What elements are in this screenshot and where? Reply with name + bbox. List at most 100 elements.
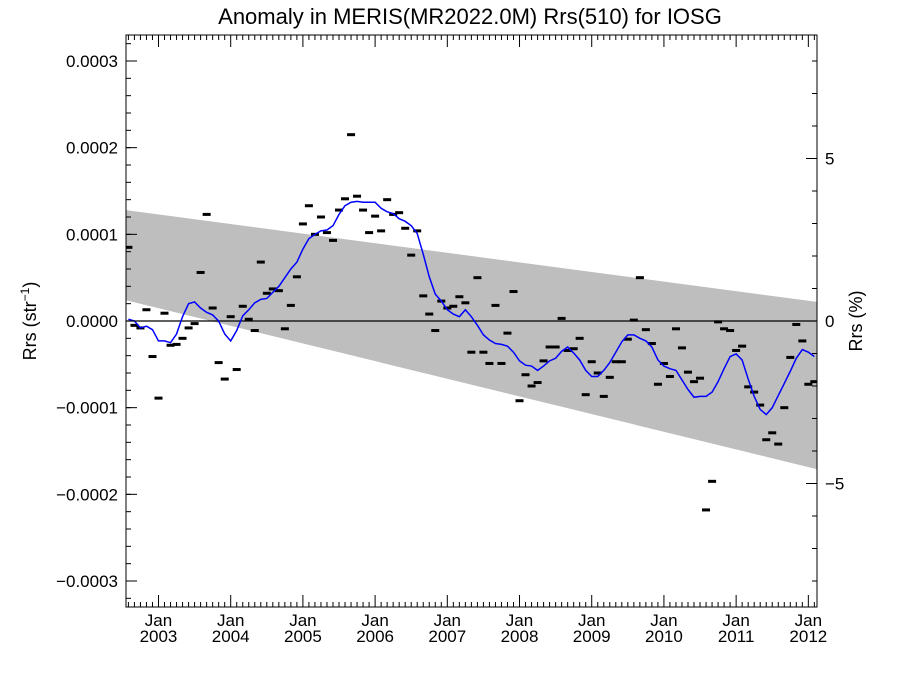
data-point bbox=[292, 275, 301, 279]
y-axis-right-title: Rrs (%) bbox=[846, 291, 866, 352]
data-point bbox=[762, 438, 771, 442]
data-point bbox=[268, 287, 277, 291]
data-point bbox=[202, 212, 211, 216]
data-point bbox=[274, 289, 283, 293]
data-point bbox=[160, 311, 169, 315]
x-tick-label-month: Jan bbox=[578, 611, 605, 630]
data-point bbox=[653, 382, 662, 386]
data-point bbox=[575, 336, 584, 340]
data-point bbox=[659, 361, 668, 365]
y-right-tick-label: 0 bbox=[825, 312, 834, 331]
data-point bbox=[786, 355, 795, 359]
x-tick-label-month: Jan bbox=[217, 611, 244, 630]
data-point bbox=[635, 276, 644, 280]
data-point bbox=[756, 403, 765, 407]
y-axis-left: 0.0003 0.0002 0.0001 0.0000 −0.0001 −0.0002 −0… bbox=[56, 43, 137, 599]
data-point bbox=[335, 208, 344, 212]
x-tick-label-month: Jan bbox=[145, 611, 172, 630]
data-point bbox=[298, 222, 307, 226]
data-point bbox=[557, 316, 566, 320]
confidence-band bbox=[126, 210, 817, 470]
data-point bbox=[455, 295, 464, 299]
data-point bbox=[280, 327, 289, 331]
data-point bbox=[413, 229, 422, 233]
data-point bbox=[491, 303, 500, 307]
x-tick-label-year: 2007 bbox=[428, 627, 466, 646]
data-point bbox=[256, 260, 265, 264]
data-point bbox=[605, 375, 614, 379]
data-point bbox=[443, 306, 452, 310]
data-point bbox=[304, 204, 313, 208]
data-point bbox=[521, 373, 530, 377]
data-point bbox=[533, 381, 542, 385]
data-point bbox=[527, 384, 536, 388]
y-tick-label: −0.0003 bbox=[56, 572, 118, 591]
data-point bbox=[545, 345, 554, 349]
data-point bbox=[617, 360, 626, 364]
y-right-tick-label: 5 bbox=[825, 150, 834, 169]
data-point bbox=[172, 342, 181, 346]
data-point bbox=[629, 318, 638, 322]
y-tick-label: −0.0001 bbox=[56, 399, 118, 418]
data-point bbox=[720, 327, 729, 331]
data-point bbox=[671, 327, 680, 331]
x-tick-label-month: Jan bbox=[795, 611, 822, 630]
data-point bbox=[461, 301, 470, 305]
data-point bbox=[611, 360, 620, 364]
data-point bbox=[196, 270, 205, 274]
data-point bbox=[587, 360, 596, 364]
data-point bbox=[377, 229, 386, 233]
y-axis-right: 5 0 −5 bbox=[806, 60, 844, 582]
data-point bbox=[419, 294, 428, 298]
data-point bbox=[449, 304, 458, 308]
data-point bbox=[329, 238, 338, 242]
data-point bbox=[425, 312, 434, 316]
x-tick-label-month: Jan bbox=[506, 611, 533, 630]
data-point bbox=[744, 385, 753, 389]
x-tick-label-year: 2011 bbox=[718, 627, 755, 646]
data-point bbox=[232, 368, 241, 372]
data-point bbox=[551, 345, 560, 349]
data-point bbox=[714, 320, 723, 324]
data-point bbox=[726, 329, 735, 333]
x-tick-label-month: Jan bbox=[650, 611, 677, 630]
data-point bbox=[665, 374, 674, 378]
data-point bbox=[262, 291, 271, 295]
data-point bbox=[690, 380, 699, 384]
chart-title: Anomaly in MERIS(MR2022.0M) Rrs(510) for… bbox=[218, 4, 722, 29]
data-point bbox=[780, 406, 789, 410]
x-tick-label-year: 2005 bbox=[284, 627, 322, 646]
data-point bbox=[142, 308, 151, 312]
data-point bbox=[190, 322, 199, 326]
data-point bbox=[316, 215, 325, 219]
data-point bbox=[286, 303, 295, 307]
data-point bbox=[503, 331, 512, 335]
x-axis: Jan2003Jan2004Jan2005Jan2006Jan2007Jan20… bbox=[127, 35, 827, 646]
data-point bbox=[371, 214, 380, 218]
data-point bbox=[750, 390, 759, 394]
data-point bbox=[347, 133, 356, 137]
data-point bbox=[798, 339, 807, 343]
y-tick-label: 0.0003 bbox=[66, 52, 118, 71]
x-tick-label-year: 2012 bbox=[789, 627, 827, 646]
data-point bbox=[238, 304, 247, 308]
data-point bbox=[702, 508, 711, 512]
data-point bbox=[126, 245, 133, 249]
data-point bbox=[431, 329, 440, 333]
y-tick-label: 0.0001 bbox=[66, 225, 118, 244]
data-point bbox=[599, 394, 608, 398]
x-tick-label-month: Jan bbox=[361, 611, 388, 630]
data-point bbox=[732, 348, 741, 352]
x-tick-label-month: Jan bbox=[722, 611, 749, 630]
data-point bbox=[708, 479, 717, 483]
data-point bbox=[485, 361, 494, 365]
data-point bbox=[395, 211, 404, 215]
data-point bbox=[250, 329, 259, 333]
y-tick-label: 0.0002 bbox=[66, 139, 118, 158]
data-point bbox=[473, 276, 482, 280]
x-tick-label-month: Jan bbox=[289, 611, 316, 630]
data-point bbox=[401, 226, 410, 230]
y-tick-label: 0.0000 bbox=[66, 312, 118, 331]
data-point bbox=[244, 317, 253, 321]
